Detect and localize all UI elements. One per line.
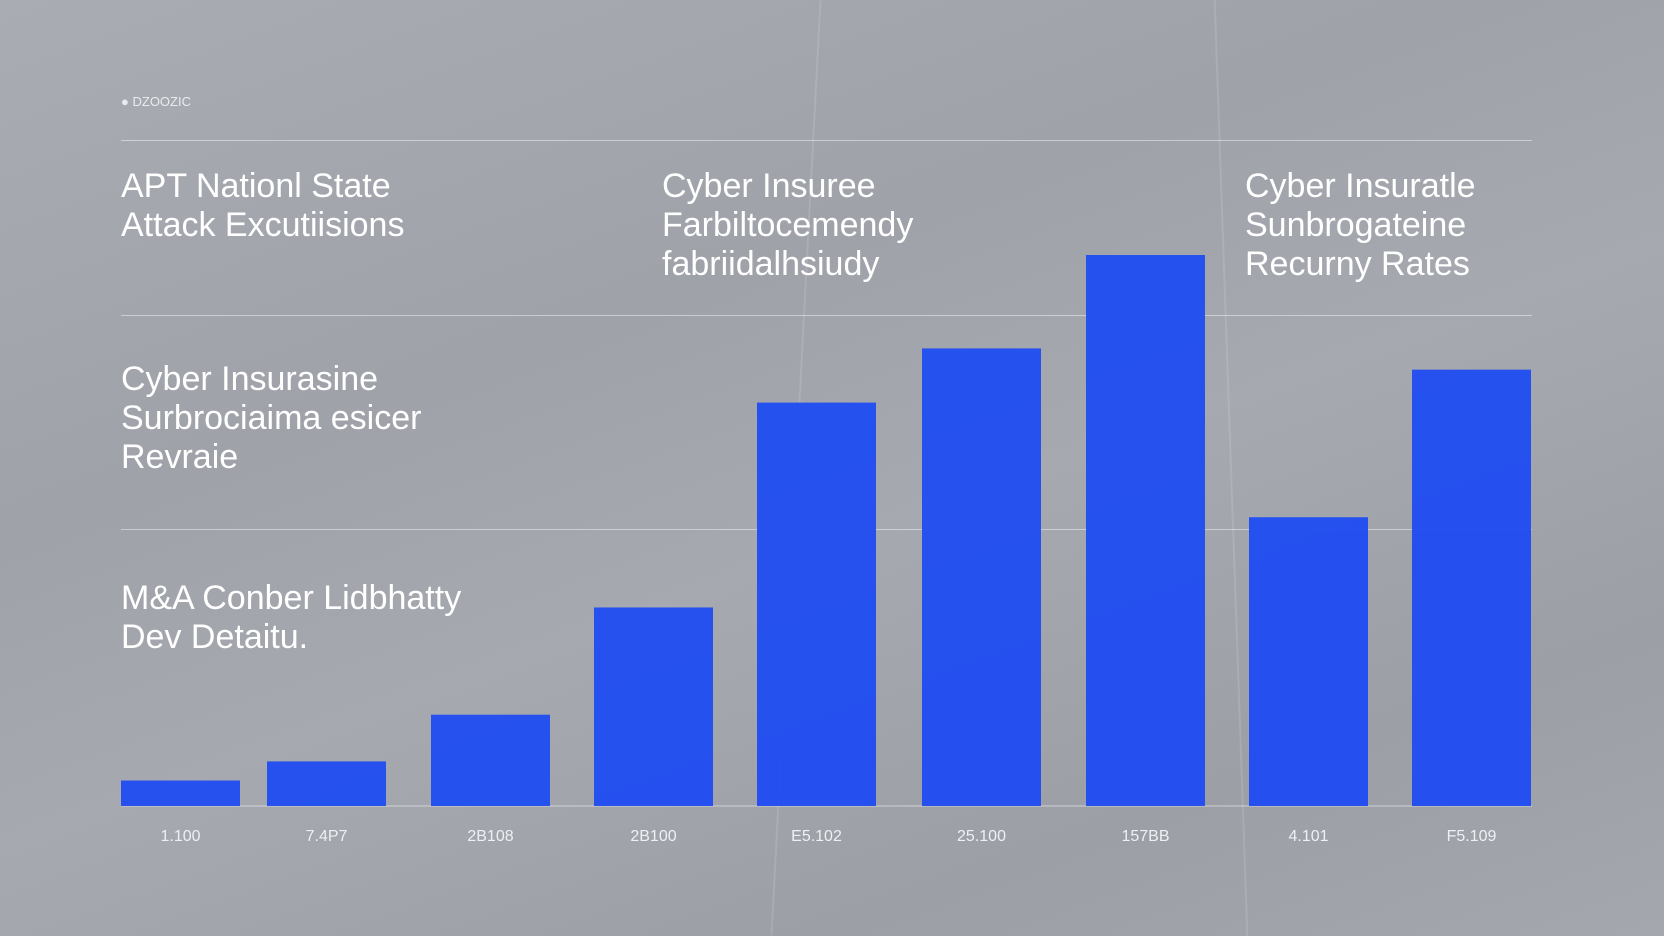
- bar: [1412, 369, 1531, 806]
- bar: [267, 761, 386, 806]
- x-tick-label: 25.100: [957, 828, 1006, 845]
- panel-title: APT Nationl State Attack Excutiisions: [121, 167, 405, 244]
- bar: [431, 714, 550, 806]
- x-tick-label: F5.109: [1447, 828, 1497, 845]
- bar: [1249, 517, 1368, 806]
- bar: [922, 348, 1041, 806]
- bar: [594, 607, 713, 806]
- header-left: ● DZOOZIC: [121, 94, 191, 109]
- divider: [121, 140, 1532, 141]
- panel-title: Cyber Insuratle Sunbrogateine Recurny Ra…: [1245, 167, 1476, 283]
- x-tick-label: 1.100: [160, 828, 200, 845]
- bar: [757, 402, 876, 806]
- divider: [121, 315, 1532, 316]
- panel-title: M&A Conber Lidbhatty Dev Detaitu.: [121, 579, 462, 656]
- panel-title: Cyber Insurasine Surbrociaima esicer Rev…: [121, 360, 422, 476]
- x-tick-label: 7.4P7: [306, 828, 348, 845]
- bar: [121, 780, 240, 806]
- x-tick-label: E5.102: [791, 828, 842, 845]
- header-code: DZOOZIC: [132, 94, 191, 109]
- x-tick-label: 2B100: [630, 828, 676, 845]
- panel-title: Cyber Insuree Farbiltocemendy fabriidalh…: [662, 167, 914, 283]
- x-tick-label: 4.101: [1288, 828, 1328, 845]
- bar: [1086, 255, 1205, 806]
- x-tick-label: 2B108: [467, 828, 513, 845]
- x-tick-label: 157BB: [1121, 828, 1169, 845]
- logo-dot-icon: ●: [121, 94, 129, 109]
